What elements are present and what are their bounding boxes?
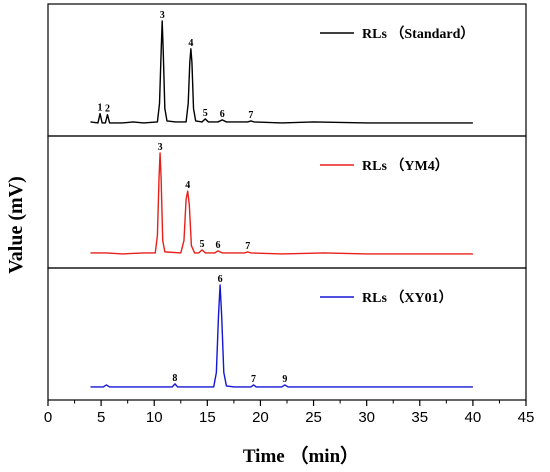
y-axis-title: Value (mV) <box>5 176 27 274</box>
panel-frame-1 <box>47 3 527 137</box>
x-tick-label: 25 <box>305 409 322 426</box>
series-line-2 <box>90 152 473 255</box>
legend-label-2: RLs （YM4） <box>362 158 449 174</box>
x-tick-label: 45 <box>518 409 535 426</box>
panel-frames <box>47 3 527 401</box>
x-tick-label: 15 <box>199 409 216 426</box>
peak-label-2: 2 <box>105 104 110 115</box>
x-tick-label: 30 <box>358 409 375 426</box>
peak-label-7: 7 <box>251 374 256 385</box>
legend-label-1: RLs （Standard） <box>362 26 474 42</box>
peak-label-5: 5 <box>203 108 208 119</box>
x-tick-label: 5 <box>97 409 105 426</box>
series-line-3 <box>90 284 473 388</box>
peak-label-6: 6 <box>218 274 223 285</box>
peak-label-4: 4 <box>185 180 190 191</box>
x-tick-label: 20 <box>252 409 269 426</box>
series-line-1 <box>90 20 473 124</box>
peak-label-9: 9 <box>282 374 287 385</box>
peak-label-5: 5 <box>200 239 205 250</box>
x-axis: 0 5 10 15 20 25 30 35 40 45 <box>44 400 535 426</box>
x-tick-label: 10 <box>146 409 163 426</box>
peak-label-3: 3 <box>160 10 165 21</box>
peak-label-3: 3 <box>158 142 163 153</box>
peak-label-6: 6 <box>220 109 225 120</box>
peak-label-1: 1 <box>98 103 103 114</box>
panel-frame-2 <box>47 135 527 269</box>
legends: RLs （Standard） RLs （YM4） RLs （XY01） <box>320 26 474 306</box>
x-axis-title: Time （min） <box>243 444 359 467</box>
legend-label-3: RLs （XY01） <box>362 290 453 306</box>
peak-label-4: 4 <box>188 38 193 49</box>
series-layer <box>90 20 473 388</box>
x-tick-label: 40 <box>465 409 482 426</box>
peak-label-7: 7 <box>245 241 250 252</box>
peak-label-7: 7 <box>248 110 253 121</box>
peak-label-8: 8 <box>172 373 177 384</box>
peak-label-6: 6 <box>216 240 221 251</box>
x-tick-label: 0 <box>44 409 52 426</box>
x-tick-label: 35 <box>411 409 428 426</box>
